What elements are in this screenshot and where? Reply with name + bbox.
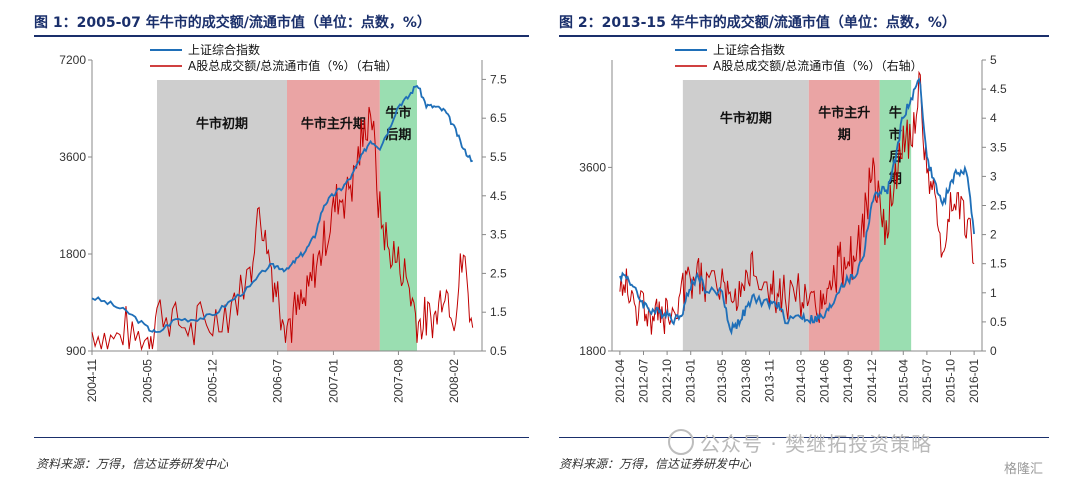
left-tick-label: 1800 [59, 247, 86, 261]
figure-1-title-rule [34, 35, 529, 37]
x-tick-label: 2013-05 [715, 359, 729, 403]
series-turnover-line [619, 70, 975, 335]
figure-1-title: 图 1：2005-07 年牛市的成交额/流通市值（单位：点数，%） [34, 15, 431, 31]
right-tick-label: 1.5 [990, 257, 1007, 271]
right-tick-label: 5.5 [490, 150, 507, 164]
x-tick-label: 2015-10 [944, 359, 958, 403]
shaded-period-label-2: 牛市主升期 [301, 116, 366, 132]
right-tick-label: 0 [990, 344, 997, 358]
figure-2-panel: 图 2：2013-15 年牛市的成交额/流通市值（单位：点数，%） 牛市初期 牛市… [555, 0, 1080, 489]
x-tick-label: 2013-11 [762, 359, 776, 402]
figure-2-chart: 牛市初期 牛市主升期牛市后期3600180054.543.532.521.510.… [579, 42, 1007, 403]
right-tick-label: 2 [990, 228, 997, 242]
shaded-period-label-3: 牛市后期 [385, 105, 411, 143]
left-tick-label: 3600 [579, 160, 606, 174]
wechat-icon [668, 429, 694, 455]
right-tick-label: 0.5 [990, 315, 1007, 329]
x-tick-label: 2012-07 [636, 359, 650, 403]
x-tick-label: 2006-07 [271, 359, 285, 403]
right-tick-label: 1 [990, 286, 997, 300]
right-tick-label: 4.5 [990, 82, 1007, 96]
right-tick-label: 7.5 [490, 72, 507, 86]
figure-1-chart: 牛市初期 牛市主升期 牛市后期 7200 3600 1800 900 7.5 6.5 5.5 4.5… [59, 42, 507, 403]
x-tick-label: 2005-05 [141, 359, 155, 403]
x-tick-label: 2014-03 [794, 359, 808, 403]
left-tick-label: 7200 [59, 53, 86, 67]
figure-1-source: 资料来源：万得，信达证券研发中心 [36, 457, 229, 471]
x-tick-label: 2016-01 [967, 359, 981, 403]
watermark: 公众号 · 樊继拓投资策略 [668, 428, 932, 457]
legend-label-1: 上证综合指数 [188, 42, 260, 57]
figure-1-bottom-rule [34, 437, 529, 438]
figure-1-panel: 图 1：2005-07 年牛市的成交额/流通市值（单位：点数，%） 牛市初期 牛市… [34, 15, 529, 471]
x-tick-label: 2004-11 [85, 359, 99, 402]
right-tick-label: 3.5 [490, 228, 507, 242]
right-tick-label: 4.5 [490, 189, 507, 203]
figure-2-title-rule [559, 35, 1049, 37]
site-logo: 格隆汇 [1004, 462, 1044, 477]
figure-2-bottom-rule [559, 437, 1049, 438]
x-tick-label: 2005-12 [206, 359, 220, 403]
watermark-text: 公众号 · 樊继拓投资策略 [700, 432, 933, 456]
right-tick-label: 1.5 [490, 305, 507, 319]
shaded-period-label-2: 牛市主升期 [818, 105, 870, 143]
right-tick-label: 4 [990, 111, 997, 125]
right-tick-label: 2.5 [990, 199, 1007, 213]
legend-label-2: A股总成交额/总流通市值（%）（右轴） [188, 58, 398, 73]
figure-2-source: 资料来源：万得，信达证券研发中心 [559, 457, 752, 471]
series-index-line [619, 77, 975, 336]
x-tick-label: 2007-08 [391, 359, 405, 403]
x-tick-label: 2012-10 [660, 359, 674, 403]
right-tick-label: 3 [990, 169, 997, 183]
shaded-period-label-1: 牛市初期 [720, 111, 772, 127]
series-turnover-line [91, 106, 474, 352]
right-tick-label: 2.5 [490, 266, 507, 280]
shaded-period-label-1: 牛市初期 [196, 116, 248, 132]
x-tick-label: 2015-04 [896, 359, 910, 403]
x-tick-label: 2012-04 [613, 359, 627, 403]
x-tick-label: 2013-01 [684, 359, 698, 403]
x-tick-label: 2014-09 [841, 359, 855, 403]
left-tick-label: 900 [66, 344, 86, 358]
left-tick-label: 1800 [579, 344, 606, 358]
left-tick-label: 3600 [59, 150, 86, 164]
x-tick-label: 2007-01 [326, 359, 340, 403]
x-tick-label: 2015-07 [920, 359, 934, 403]
series-index-line [91, 84, 473, 333]
legend-label-2: A股总成交额/总流通市值（%）（右轴） [713, 58, 923, 73]
x-tick-label: 2013-08 [739, 359, 753, 403]
figure-2-title: 图 2：2013-15 年牛市的成交额/流通市值（单位：点数，%） [559, 15, 956, 31]
x-tick-label: 2014-06 [818, 359, 832, 403]
legend-label-1: 上证综合指数 [713, 42, 785, 57]
x-tick-label: 2008-02 [447, 359, 461, 403]
right-tick-label: 6.5 [490, 111, 507, 125]
x-tick-label: 2014-12 [865, 359, 879, 403]
right-tick-label: 3.5 [990, 140, 1007, 154]
right-tick-label: 0.5 [490, 344, 507, 358]
shaded-period-3 [879, 80, 912, 351]
right-tick-label: 5 [990, 53, 997, 67]
